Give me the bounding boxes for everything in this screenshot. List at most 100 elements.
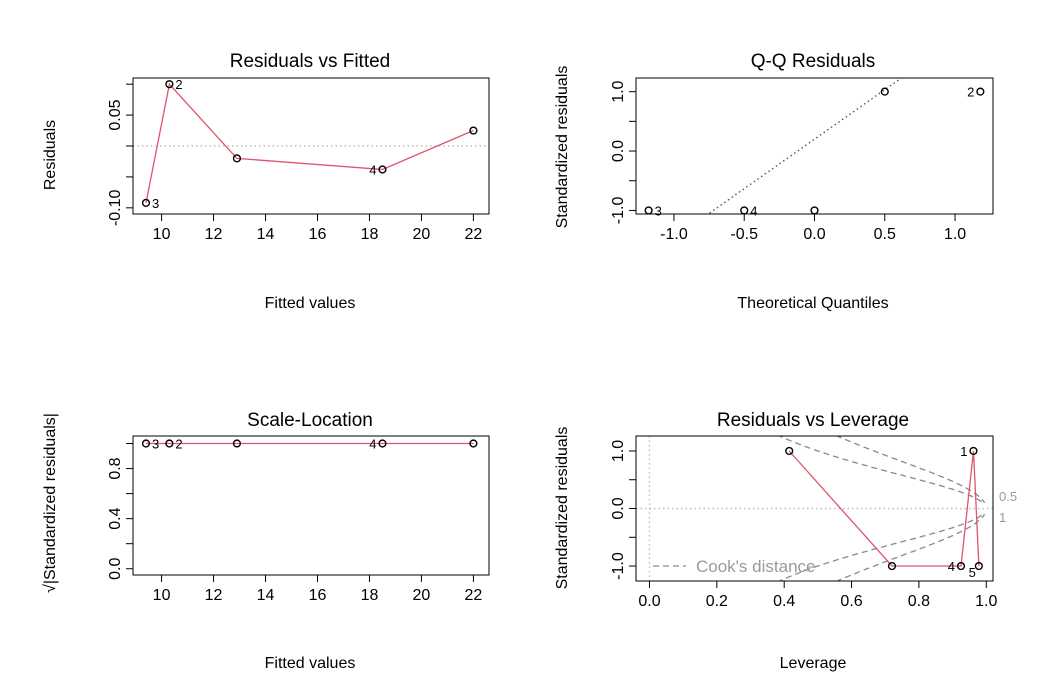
cooks-distance-contour bbox=[778, 512, 986, 581]
data-point bbox=[165, 80, 174, 89]
data-point bbox=[378, 439, 387, 448]
data-point bbox=[974, 561, 983, 571]
x-tick-label: 12 bbox=[205, 587, 223, 604]
x-tick-label: 16 bbox=[309, 226, 327, 243]
residuals-vs-leverage-panel: Residuals vs Leverage Leverage Standardi… bbox=[554, 410, 1017, 672]
x-tick-label: 1.0 bbox=[944, 226, 966, 243]
data-point bbox=[810, 206, 819, 215]
data-point bbox=[887, 561, 897, 571]
cooks-distance-contour bbox=[835, 513, 986, 581]
data-point bbox=[232, 154, 242, 163]
x-tick-label: 14 bbox=[257, 226, 275, 243]
panel-title: Residuals vs Fitted bbox=[230, 51, 391, 72]
plot-frame bbox=[132, 435, 490, 576]
x-tick-label: 10 bbox=[153, 226, 171, 243]
plot-region bbox=[636, 436, 993, 581]
x-tick-label: 14 bbox=[257, 587, 275, 604]
x-tick-label: 0.0 bbox=[803, 226, 825, 243]
x-tick-label: 0.8 bbox=[908, 593, 930, 610]
point-label: 4 bbox=[369, 437, 376, 452]
plot-frame bbox=[635, 77, 994, 215]
data-point bbox=[740, 206, 749, 215]
plot-frame bbox=[132, 77, 490, 215]
x-tick-label: 0.6 bbox=[840, 593, 862, 610]
data-point bbox=[785, 446, 794, 456]
x-tick-label: 18 bbox=[361, 226, 379, 243]
legend-label: Cook's distance bbox=[696, 557, 815, 576]
x-tick-label: 10 bbox=[153, 587, 171, 604]
x-tick-label: 18 bbox=[361, 587, 379, 604]
data-point bbox=[141, 198, 151, 207]
y-tick-label: 0.0 bbox=[107, 558, 124, 580]
x-axis-label: Theoretical Quantiles bbox=[737, 295, 888, 312]
y-tick-label: 1.0 bbox=[610, 80, 627, 102]
data-point bbox=[378, 165, 387, 174]
y-axis-label: Residuals bbox=[42, 120, 59, 190]
x-tick-label: 22 bbox=[465, 587, 483, 604]
x-tick-label: 0.5 bbox=[874, 226, 896, 243]
x-tick-label: 16 bbox=[309, 587, 327, 604]
y-tick-label: 0.0 bbox=[610, 497, 627, 519]
panel-title: Q-Q Residuals bbox=[751, 51, 876, 72]
data-point bbox=[880, 87, 889, 96]
x-tick-label: -0.5 bbox=[730, 226, 758, 243]
x-axis-label: Fitted values bbox=[265, 295, 356, 312]
cooks-distance-contour bbox=[835, 436, 986, 504]
y-tick-label: -1.0 bbox=[610, 552, 627, 580]
y-tick-label: 0.05 bbox=[107, 99, 124, 130]
data-point bbox=[141, 439, 151, 448]
data-point bbox=[469, 439, 478, 448]
cooks-level-label: 1 bbox=[999, 510, 1006, 525]
y-tick-label: 0.4 bbox=[107, 507, 124, 529]
smoother-line bbox=[788, 450, 980, 567]
y-axis-label: Standardized residuals bbox=[554, 66, 571, 229]
point-label: 4 bbox=[369, 162, 376, 177]
y-tick-label: -1.0 bbox=[610, 197, 627, 225]
data-point bbox=[644, 206, 653, 215]
residuals-vs-fitted-panel: Residuals vs Fitted Fitted values Residu… bbox=[42, 51, 490, 312]
y-tick-label: 1.0 bbox=[610, 440, 627, 462]
point-label: 4 bbox=[948, 559, 955, 574]
y-axis-label: √|Standardized residuals| bbox=[42, 413, 59, 593]
point-label: 5 bbox=[969, 565, 976, 580]
x-tick-label: 1.0 bbox=[975, 593, 997, 610]
scale-location-panel: Scale-Location Fitted values √|Standardi… bbox=[42, 410, 490, 672]
y-axis-label: Standardized residuals bbox=[554, 427, 571, 590]
x-axis-label: Leverage bbox=[780, 655, 847, 672]
point-label: 2 bbox=[175, 437, 182, 452]
data-point bbox=[956, 561, 966, 571]
x-tick-label: 12 bbox=[205, 226, 223, 243]
y-tick-label: -0.10 bbox=[107, 189, 124, 226]
smoother-line bbox=[145, 82, 474, 204]
point-label: 3 bbox=[152, 196, 159, 211]
data-point bbox=[469, 126, 478, 135]
x-tick-label: 0.2 bbox=[706, 593, 728, 610]
point-label: 2 bbox=[175, 77, 182, 92]
cooks-distance-contour bbox=[778, 436, 986, 505]
data-point bbox=[232, 439, 242, 448]
panel-title: Residuals vs Leverage bbox=[717, 410, 909, 431]
qq-residuals-panel: Q-Q Residuals Theoretical Quantiles Stan… bbox=[554, 51, 994, 312]
x-tick-label: 20 bbox=[413, 587, 431, 604]
point-label: 3 bbox=[152, 437, 159, 452]
data-point bbox=[976, 87, 985, 96]
point-label: 1 bbox=[960, 444, 967, 459]
point-label: 2 bbox=[967, 85, 974, 100]
point-label: 4 bbox=[750, 203, 757, 218]
y-tick-label: 0.0 bbox=[610, 140, 627, 162]
y-tick-label: 0.8 bbox=[107, 457, 124, 479]
panel-title: Scale-Location bbox=[247, 410, 373, 431]
x-axis-label: Fitted values bbox=[265, 655, 356, 672]
x-tick-label: 20 bbox=[413, 226, 431, 243]
x-tick-label: -1.0 bbox=[660, 226, 688, 243]
plot-region bbox=[133, 82, 489, 204]
x-tick-label: 0.0 bbox=[638, 593, 660, 610]
data-point bbox=[165, 439, 174, 448]
point-label: 3 bbox=[655, 203, 662, 218]
data-point bbox=[969, 446, 978, 456]
plot-frame bbox=[635, 435, 994, 582]
x-tick-label: 22 bbox=[465, 226, 483, 243]
cooks-level-label: 0.5 bbox=[999, 489, 1017, 504]
x-tick-label: 0.4 bbox=[773, 593, 795, 610]
